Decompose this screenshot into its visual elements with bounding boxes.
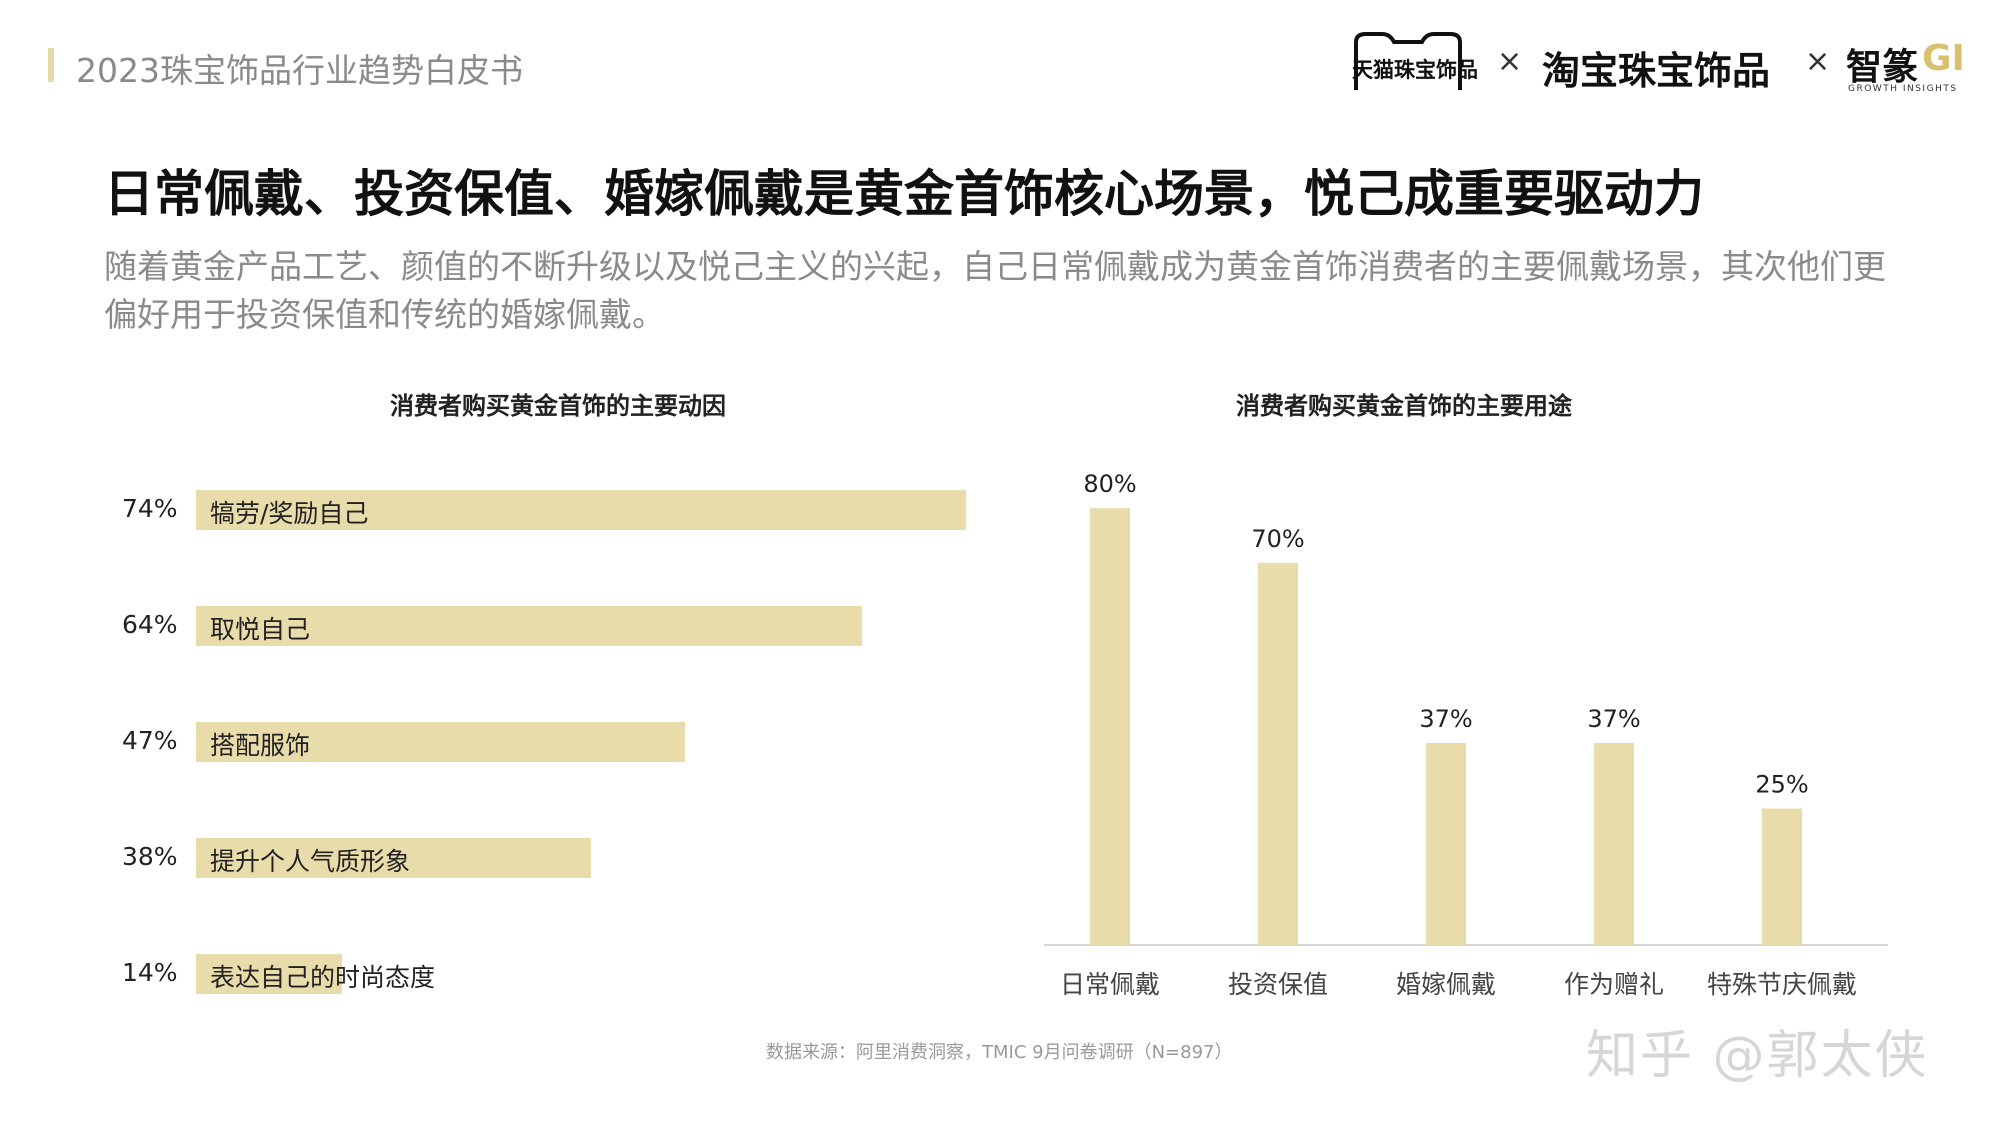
usage-bar (1762, 808, 1802, 945)
usage-bar (1426, 742, 1466, 945)
motivation-value-label: 74% (122, 494, 178, 523)
usage-value-label: 37% (1419, 705, 1472, 733)
motivation-category-label: 提升个人气质形象 (210, 847, 411, 876)
motivation-bar (196, 722, 685, 762)
purchase-usage-chart: 80% 日常佩戴 70% 投资保值 37% 婚嫁佩戴 37% 作为赠礼 25% 特殊节庆佩戴 (1044, 470, 1888, 999)
motivation-bar-row: 14% 表达自己的时尚态度 (0, 954, 1000, 994)
motivation-bar-row: 47% 搭配服饰 (0, 722, 1000, 762)
brand-separator: × (1805, 44, 1831, 79)
motivation-category-label: 取悦自己 (210, 615, 311, 644)
motivation-category-label: 表达自己的时尚态度 (210, 963, 436, 992)
title-accent-bar (48, 48, 54, 82)
motivation-bar (196, 490, 966, 530)
taobao-brand-name: 淘宝珠宝饰品 (1542, 49, 1771, 93)
brand-logos: 天猫珠宝饰品 × 淘宝珠宝饰品 × 智篆 GI GROWTH INSIGHTS (1340, 28, 1970, 98)
page-headline: 日常佩戴、投资保值、婚嫁佩戴是黄金首饰核心场景，悦己成重要驱动力 (104, 165, 1704, 223)
usage-value-label: 70% (1251, 525, 1304, 553)
tmall-cat-logo-icon (1354, 32, 1462, 90)
motivation-bar-row: 38% 提升个人气质形象 (0, 838, 1000, 878)
motivation-value-label: 64% (122, 610, 178, 639)
motivation-category-label: 犒劳/奖励自己 (210, 499, 369, 528)
data-source-note: 数据来源：阿里消费洞察，TMIC 9月问卷调研（N=897） (766, 1042, 1233, 1063)
usage-category-label: 日常佩戴 (1060, 970, 1160, 999)
motivation-value-label: 47% (122, 726, 178, 755)
report-title: 2023珠宝饰品行业趋势白皮书 (76, 51, 523, 90)
zhizhuan-brand-name: 智篆 (1846, 47, 1919, 88)
gi-brand-subtitle: GROWTH INSIGHTS (1848, 84, 1958, 94)
usage-category-label: 作为赠礼 (1564, 970, 1664, 999)
usage-category-label: 投资保值 (1228, 970, 1328, 999)
motivation-value-label: 38% (122, 842, 178, 871)
motivation-bar (196, 954, 342, 994)
usage-value-label: 80% (1083, 470, 1136, 498)
purchase-motivation-chart: 74% 犒劳/奖励自己 64% 取悦自己 47% 搭配服饰 38% 提升个人气质形象 14% 表达… (0, 470, 1000, 1010)
motivation-value-label: 14% (122, 958, 178, 987)
usage-category-label: 婚嫁佩戴 (1396, 970, 1496, 999)
motivation-bar (196, 838, 592, 878)
motivation-bar-row: 74% 犒劳/奖励自己 (0, 490, 1000, 530)
usage-category-label: 特殊节庆佩戴 (1707, 970, 1857, 999)
motivation-bar (196, 606, 862, 646)
usage-value-label: 37% (1587, 705, 1640, 733)
motivation-bar-row: 64% 取悦自己 (0, 606, 1000, 646)
usage-bar (1258, 562, 1298, 945)
gi-brand-mark: GI (1922, 38, 1965, 79)
page-subtext: 随着黄金产品工艺、颜值的不断升级以及悦己主义的兴起，自己日常佩戴成为黄金首饰消费… (104, 247, 1886, 334)
usage-bar (1090, 508, 1130, 945)
left-chart-title: 消费者购买黄金首饰的主要动因 (390, 392, 726, 420)
motivation-category-label: 搭配服饰 (210, 731, 311, 760)
zhihu-watermark: 知乎 @郭太侠 (1586, 1026, 1929, 1086)
brand-separator: × (1497, 44, 1523, 79)
tmall-brand-name: 天猫珠宝饰品 (1352, 58, 1478, 82)
usage-bar (1594, 742, 1634, 945)
usage-value-label: 25% (1755, 771, 1808, 799)
right-chart-title: 消费者购买黄金首饰的主要用途 (1236, 392, 1572, 420)
